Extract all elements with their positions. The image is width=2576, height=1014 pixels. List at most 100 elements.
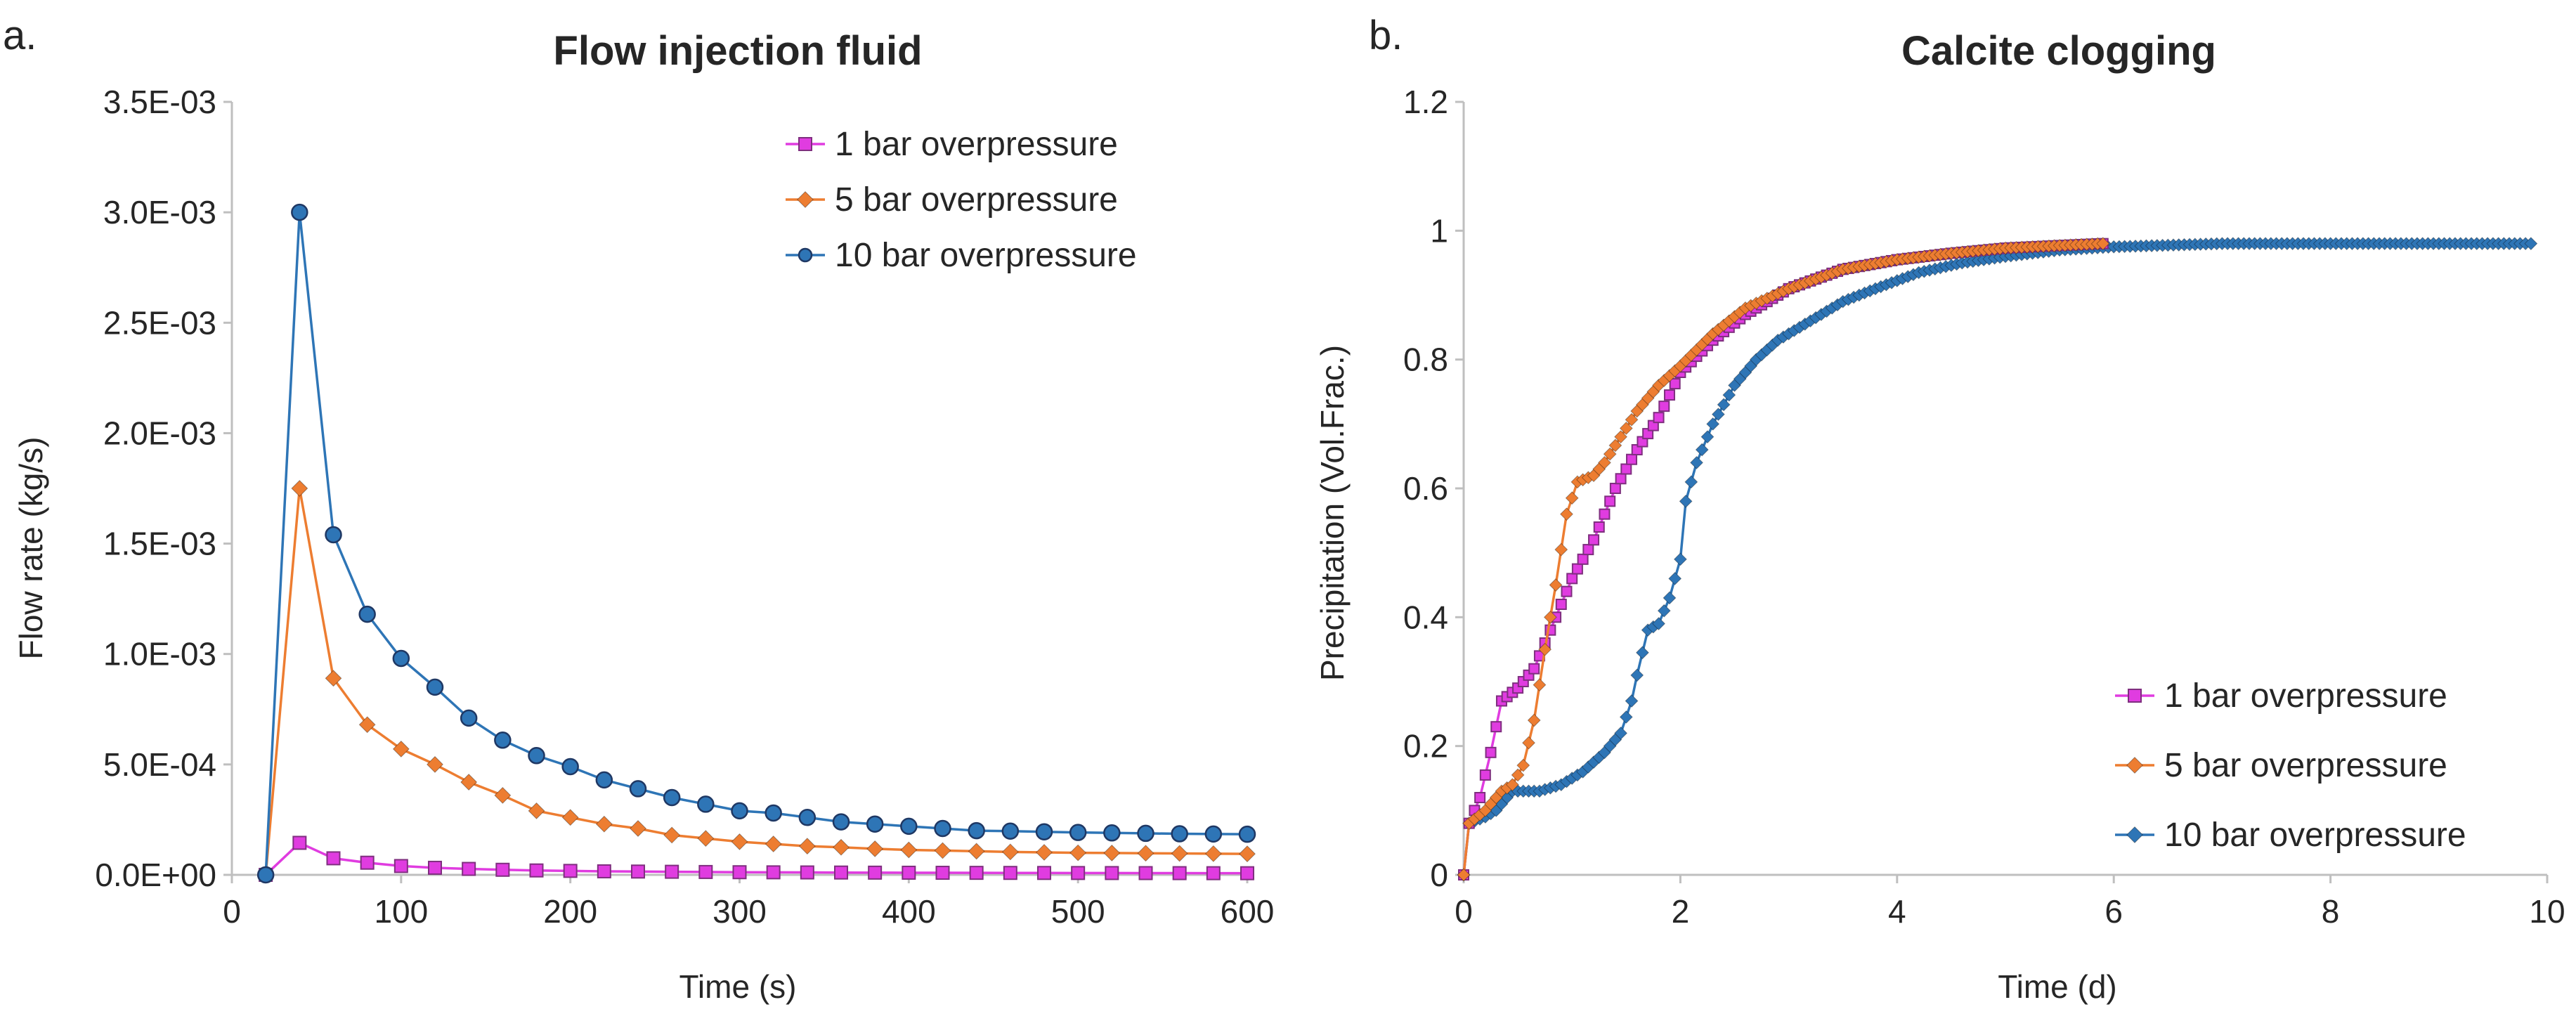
panel-a-data-point xyxy=(428,860,442,875)
panel-b-data-point xyxy=(1657,604,1671,618)
panel-a-data-point xyxy=(427,755,443,773)
panel-a-x-tick-label: 600 xyxy=(1221,893,1275,930)
panel-a-data-point xyxy=(665,864,679,879)
panel-a-data-point xyxy=(731,802,748,820)
panel-b-data-point xyxy=(1695,443,1709,457)
panel-a-data-point xyxy=(392,740,410,758)
panel-b-data-point xyxy=(1626,453,1638,465)
panel-a-ylabel: Flow rate (kg/s) xyxy=(13,437,49,660)
panel-b-legend-label: 5 bar overpressure xyxy=(2164,747,2447,784)
panel-a-data-point xyxy=(629,780,647,798)
panel-a-data-point xyxy=(663,788,681,807)
panel-b-data-point xyxy=(1663,591,1677,605)
panel-b-data-point xyxy=(1561,585,1573,597)
panel-a-data-point xyxy=(1103,844,1121,862)
panel-b-data-point xyxy=(1668,571,1682,585)
panel-a-data-point xyxy=(697,795,715,813)
panel-b-data-point xyxy=(1485,746,1497,758)
panel-b-legend-marker xyxy=(2126,826,2143,843)
panel-b-data-point xyxy=(1669,378,1681,390)
panel-a-data-point xyxy=(392,649,410,668)
panel-a-data-point xyxy=(460,709,478,727)
panel-b-data-point xyxy=(1717,398,1731,412)
panel-a-data-point xyxy=(698,864,713,879)
panel-a-data-point xyxy=(832,813,850,831)
panel-a-y-tick-label: 1.0E-03 xyxy=(103,636,216,672)
panel-b-data-point xyxy=(1549,578,1563,592)
panel-b-legend-label: 10 bar overpressure xyxy=(2164,817,2466,854)
panel-b-x-tick-label: 6 xyxy=(2105,893,2123,930)
panel-a-data-point xyxy=(968,821,985,840)
panel-a-y-tick-label: 3.0E-03 xyxy=(103,194,216,230)
panel-a-x-tick-label: 0 xyxy=(223,893,241,930)
panel-a-data-point xyxy=(291,480,308,497)
panel-a-x-tick-label: 100 xyxy=(374,893,428,930)
panel-a-y-tick-label: 2.0E-03 xyxy=(103,415,216,451)
panel-a-series-line xyxy=(264,488,1248,876)
panel-a-y-tick-label: 1.5E-03 xyxy=(103,526,216,562)
panel-b-data-point xyxy=(1679,494,1693,508)
panel-b-data-point xyxy=(1711,408,1725,422)
panel-a-data-point xyxy=(529,863,544,878)
panel-b-data-point xyxy=(1620,463,1632,475)
panel-a-data-point xyxy=(256,866,275,884)
panel-b-y-tick-label: 1.2 xyxy=(1403,84,1448,120)
panel-b-y-tick-label: 1 xyxy=(1430,212,1448,249)
panel-b-data-point xyxy=(1614,726,1628,740)
panel-a-data-point xyxy=(766,865,781,880)
panel-b-data-point xyxy=(1619,421,1633,435)
panel-a-data-point xyxy=(1138,866,1153,880)
panel-b-legend-marker xyxy=(2128,689,2142,703)
panel-b-data-point xyxy=(1722,388,1736,402)
panel-b-data-point xyxy=(2524,237,2538,251)
panel-a-legend-label: 5 bar overpressure xyxy=(835,181,1118,219)
panel-a-legend-label: 10 bar overpressure xyxy=(835,237,1137,274)
panel-a-data-point xyxy=(1172,866,1187,880)
panel-a-xlabel: Time (s) xyxy=(679,968,797,1005)
panel-a-x-tick-label: 300 xyxy=(713,893,767,930)
panel-a-data-point xyxy=(1069,824,1087,841)
panel-b-data-point xyxy=(1538,642,1552,656)
panel-b-ylabel: Precipitation (Vol.Frac.) xyxy=(1314,345,1351,681)
panel-a-data-point xyxy=(1069,844,1087,862)
panel-b-data-point xyxy=(1603,447,1617,461)
panel-a-data-point xyxy=(798,838,816,855)
panel-b-data-point xyxy=(1653,412,1665,424)
panel-a-data-point xyxy=(1204,825,1223,843)
panel-b-data-point xyxy=(1555,599,1567,610)
panel-b-data-point xyxy=(1577,553,1589,565)
panel-a-data-point xyxy=(798,809,817,826)
panel-a-data-point xyxy=(325,526,342,544)
panel-b-x-tick-label: 8 xyxy=(2322,893,2340,930)
panel-b-data-point xyxy=(1566,573,1578,585)
panel-b-data-point xyxy=(1474,792,1486,803)
panel-a-series-group xyxy=(256,203,1256,884)
panel-b-legend: 1 bar overpressure 5 bar overpressure 10 b… xyxy=(2115,677,2466,854)
panel-a-data-point xyxy=(1036,843,1053,861)
panel-b-data-point xyxy=(1516,758,1530,772)
panel-a-data-point xyxy=(325,670,342,687)
panel-a-data-point xyxy=(969,866,984,880)
panel-b-data-point xyxy=(1625,412,1639,427)
panel-b-data-point xyxy=(1598,455,1611,469)
panel-a-data-point xyxy=(968,843,985,860)
panel-a-legend-marker xyxy=(798,247,813,263)
panel-a-data-point xyxy=(563,864,578,878)
panel-a-data-point xyxy=(1171,825,1188,843)
panel-a-data-point xyxy=(1001,822,1020,840)
panel-a-data-point xyxy=(360,855,375,870)
panel-b-calcite-clogging: b. Calcite clogging Time (d) Precipitati… xyxy=(1314,13,2565,1005)
panel-b-data-point xyxy=(1571,563,1583,575)
panel-a-data-point xyxy=(935,866,950,880)
panel-b-data-point xyxy=(1700,430,1715,444)
panel-a-data-point xyxy=(494,732,512,749)
panel-a-title: Flow injection fluid xyxy=(553,28,922,74)
panel-b-data-point xyxy=(1511,768,1525,782)
panel-b-data-point xyxy=(1457,868,1471,882)
panel-a-x-tick-label: 500 xyxy=(1051,893,1105,930)
panel-a-data-point xyxy=(1206,866,1221,880)
panel-b-data-point xyxy=(1663,389,1675,401)
panel-b-data-point xyxy=(1684,475,1698,489)
panel-a-y-tick-label: 5.0E-04 xyxy=(103,746,216,783)
panel-a-data-point xyxy=(732,865,747,880)
